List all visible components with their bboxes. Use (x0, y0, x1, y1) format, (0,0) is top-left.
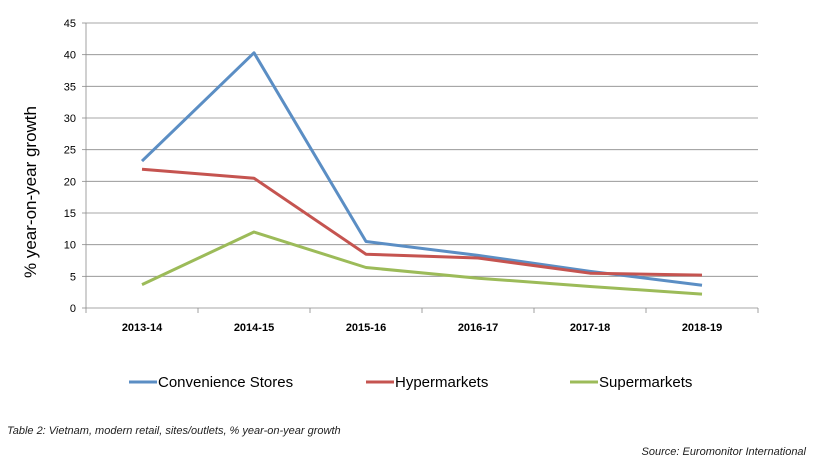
x-tick-labels: 2013-14 2014-15 2015-16 2016-17 2017-18 2018-… (122, 322, 722, 334)
x-tick-label: 2018-19 (682, 322, 722, 334)
source-note: Source: Euromonitor International (641, 446, 806, 458)
chart-caption: Table 2: Vietnam, modern retail, sites/o… (7, 425, 341, 437)
y-tick-label: 45 (64, 18, 76, 30)
axes (82, 22, 759, 313)
y-tick-label: 0 (70, 303, 76, 315)
legend-label-supermarkets: Supermarkets (599, 374, 692, 391)
y-tick-label: 25 (64, 145, 76, 157)
y-tick-label: 10 (64, 240, 76, 252)
y-tick-labels: 0 5 10 15 20 25 30 35 40 45 (64, 18, 76, 315)
y-tick-label: 15 (64, 208, 76, 220)
series-line-hypermarkets (141, 167, 703, 277)
legend: Convenience Stores Hypermarkets Supermarke… (129, 374, 692, 391)
series-line-supermarkets (141, 230, 703, 296)
y-tick-label: 30 (64, 113, 76, 125)
legend-label-hypermarkets: Hypermarkets (395, 374, 488, 391)
y-tick-label: 20 (64, 176, 76, 188)
series-lines (140, 51, 703, 296)
x-tick-label: 2015-16 (346, 322, 386, 334)
gridlines (86, 22, 758, 277)
x-tick-label: 2016-17 (458, 322, 498, 334)
legend-label-convenience-stores: Convenience Stores (158, 374, 293, 391)
y-tick-label: 35 (64, 81, 76, 93)
x-tick-label: 2014-15 (234, 322, 274, 334)
y-tick-label: 40 (64, 50, 76, 62)
y-tick-label: 5 (70, 271, 76, 283)
series-line-convenience-stores (140, 51, 703, 287)
x-tick-label: 2013-14 (122, 322, 163, 334)
x-tick-label: 2017-18 (570, 322, 610, 334)
y-axis-title: % year-on-year growth (21, 106, 40, 278)
